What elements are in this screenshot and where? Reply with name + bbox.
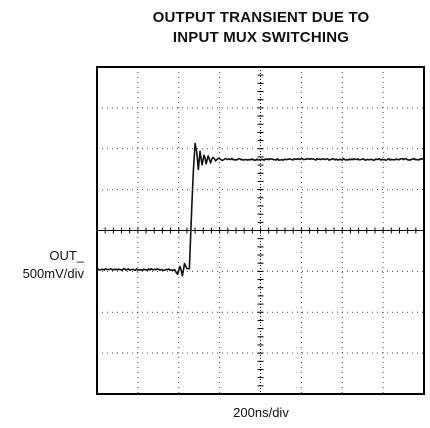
y-axis-label-channel: OUT_ — [49, 248, 84, 263]
x-axis-label: 200ns/div — [233, 405, 289, 420]
series-line-out — [96, 142, 425, 277]
plot-frame — [96, 66, 425, 395]
y-axis-label-scale: 500mV/div — [22, 266, 84, 281]
chart-title-line-1: OUTPUT TRANSIENT DUE TO — [152, 9, 370, 26]
chart-title-line-2: INPUT MUX SWITCHING — [172, 29, 350, 46]
chart-title: OUTPUT TRANSIENT DUE TO INPUT MUX SWITCH… — [96, 8, 426, 48]
